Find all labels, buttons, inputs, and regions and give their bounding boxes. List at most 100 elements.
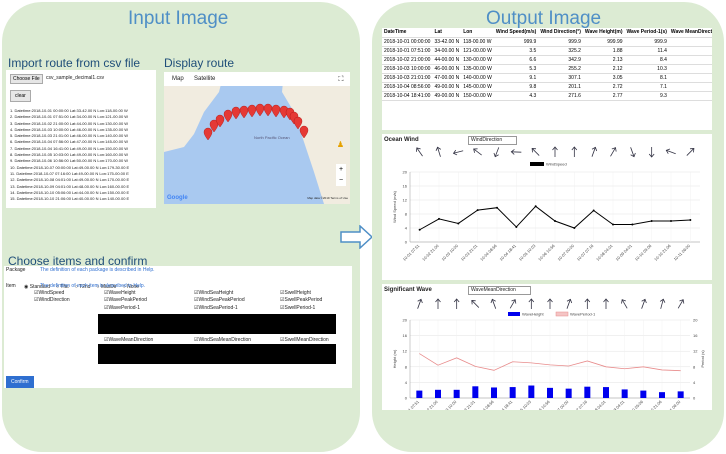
table-header: Wind Direction(°) bbox=[538, 28, 583, 38]
package-radio[interactable]: ◉ Standard bbox=[24, 284, 51, 290]
route-pin-icon[interactable] bbox=[263, 103, 273, 117]
item-checkbox[interactable]: ☑SwellHeight bbox=[280, 290, 311, 296]
x-tick-label: 10-09 04:01 bbox=[614, 243, 633, 262]
legend-label: WavePeriod-1 bbox=[570, 312, 596, 317]
item-label: Item bbox=[6, 283, 16, 289]
package-radio[interactable]: ○ None bbox=[122, 284, 140, 290]
route-row: 10. Datetime:2018-10-07 00:00:00 Lat:49-… bbox=[10, 164, 130, 170]
route-pin-icon[interactable] bbox=[255, 103, 265, 117]
table-header: Lon bbox=[461, 28, 494, 38]
item-checkbox[interactable]: ☑WindDirection bbox=[34, 297, 70, 303]
direction-arrow-icon bbox=[473, 148, 482, 156]
item-checkbox[interactable]: ☑WindSeaMeanDirection bbox=[194, 337, 252, 343]
table-cell: 49-00.00 N bbox=[432, 91, 462, 101]
route-pin-icon[interactable] bbox=[271, 104, 281, 118]
zoom-control[interactable]: + − bbox=[336, 164, 346, 186]
wave-select[interactable]: WaveMeanDirection bbox=[468, 286, 531, 295]
x-tick-label: 10-03 21:01 bbox=[460, 243, 479, 262]
route-map[interactable]: Map Satellite North Pacific Ocean ⛶ + − ♟… bbox=[164, 72, 350, 204]
x-tick-label: 10-10 21:06 bbox=[644, 399, 663, 410]
direction-arrow-icon bbox=[453, 298, 460, 309]
wind-select[interactable]: WindDirection bbox=[468, 136, 518, 145]
table-cell: 130-00.00 W bbox=[461, 55, 494, 65]
route-row: 8. Datetime:2018-10-05 10:03:00 Lat:49-0… bbox=[10, 152, 129, 158]
pegman-icon[interactable]: ♟ bbox=[336, 140, 344, 149]
x-tick-label: 10-10 21:06 bbox=[653, 243, 672, 262]
table-row: 2018-10-01 00:00:00 33-42.00 N 118-00.00 W… bbox=[382, 37, 712, 47]
item-checkbox[interactable]: ☑WaveHeight bbox=[104, 290, 136, 296]
direction-arrow-icon bbox=[677, 299, 685, 309]
item-checkbox[interactable]: ☑WavePeakPeriod bbox=[104, 297, 147, 303]
route-row: 9. Datetime:2018-10-06 10:56:00 Lat:50-0… bbox=[10, 158, 129, 164]
route-pin-icon[interactable] bbox=[215, 114, 225, 128]
legend-swatch bbox=[508, 312, 520, 316]
waveheight-bar bbox=[640, 390, 647, 398]
route-pin-icon[interactable] bbox=[239, 105, 249, 119]
windspeed-point bbox=[631, 223, 634, 226]
item-checkbox[interactable]: ☑WaveMeanDirection bbox=[104, 337, 154, 343]
x-tick-label: 10-11 06:00 bbox=[673, 243, 692, 262]
table-row: 2018-10-03 10:00:00 46-00.00 N 135-00.00 W… bbox=[382, 64, 712, 74]
item-checkbox[interactable]: ☑WindSeaPeriod-1 bbox=[194, 305, 238, 311]
result-table: DateTime Lat Lon Wind Speed(m/s) Wind Direct… bbox=[382, 28, 712, 130]
item-checkbox[interactable]: ☑SwellMeanDirection bbox=[280, 337, 329, 343]
table-row: 2018-10-04 08:56:00 49-00.00 N 145-00.00 W… bbox=[382, 82, 712, 92]
confirm-button[interactable]: Confirm bbox=[6, 376, 34, 388]
route-pin-icon[interactable] bbox=[231, 106, 241, 120]
route-pin-icon[interactable] bbox=[299, 125, 309, 139]
package-note: The definition of each package is descri… bbox=[40, 267, 155, 273]
item-checkbox[interactable]: ☑WindSeaHeight bbox=[194, 290, 234, 296]
table-header: DateTime bbox=[382, 28, 433, 38]
package-radio[interactable]: ○ MaxDir bbox=[96, 284, 117, 290]
table-cell: 2018-10-03 21:01:00 bbox=[382, 73, 433, 83]
direction-arrow-icon bbox=[566, 298, 573, 309]
item-checkbox[interactable]: ☑WavePeriod-1 bbox=[104, 305, 140, 311]
y-axis-label: Height (m) bbox=[392, 349, 397, 368]
table-header: Wind Speed(m/s) bbox=[493, 28, 539, 38]
wind-chart: 0 4 8 12 16 20 10-01 07:51 10-02 21:00 10-03 10:… bbox=[392, 146, 700, 262]
america-land bbox=[282, 72, 350, 204]
direction-arrow-icon bbox=[510, 149, 522, 155]
x-tick-label: 10-07 07:16 bbox=[576, 243, 595, 262]
windspeed-point bbox=[457, 222, 460, 225]
waveheight-bar bbox=[416, 390, 423, 398]
route-row: 14. Datetime:2018-10-10 05:06:00 Lat:44-… bbox=[10, 189, 130, 195]
table-cell: 325.2 bbox=[538, 46, 583, 56]
x-tick-label: 10-10 05:06 bbox=[625, 399, 644, 410]
route-pin-icon[interactable] bbox=[223, 109, 233, 123]
windspeed-point bbox=[554, 220, 556, 222]
route-row: 13. Datetime:2018-10-09 04:01:00 Lat:48-… bbox=[10, 183, 130, 189]
tab-satellite[interactable]: Satellite bbox=[194, 76, 216, 82]
y-tick-label: 4 bbox=[405, 226, 408, 231]
windspeed-point bbox=[438, 217, 440, 220]
clear-button[interactable]: clear bbox=[10, 90, 31, 102]
x-tick-label: 10-04 18:41 bbox=[498, 243, 517, 262]
table-header: Wave Period-1(s) bbox=[624, 28, 669, 38]
direction-arrow-icon bbox=[509, 299, 517, 309]
x-tick-label: 10-04 08:56 bbox=[479, 243, 498, 262]
map-title: Display route bbox=[164, 56, 235, 70]
choose-box: Package The definition of each package i… bbox=[4, 266, 352, 388]
item-checkboxes: ☑WindSpeed ☑WaveHeight ☑WindSeaHeight ☑Swel… bbox=[4, 266, 352, 376]
package-radio[interactable]: ○ Tfst bbox=[56, 284, 69, 290]
fullscreen-icon[interactable]: ⛶ bbox=[336, 76, 346, 86]
route-pin-icon[interactable] bbox=[293, 116, 303, 130]
table-header: Wave Height(m) bbox=[582, 28, 625, 38]
item-checkbox[interactable]: ☑SwellPeriod-1 bbox=[280, 305, 316, 311]
y2-tick-label: 0 bbox=[693, 396, 696, 401]
route-pin-icon[interactable] bbox=[209, 119, 219, 133]
item-checkbox[interactable]: ☑WindSpeed bbox=[34, 290, 65, 296]
tab-map[interactable]: Map bbox=[172, 76, 184, 82]
choose-title: Choose items and confirm bbox=[8, 254, 148, 268]
x-tick-label: 10-04 08:56 bbox=[476, 399, 495, 410]
package-radio[interactable]: ○ T2nd bbox=[74, 284, 91, 290]
direction-arrow-icon bbox=[490, 298, 497, 309]
table-cell: 999.99 bbox=[582, 37, 625, 47]
route-pin-icon[interactable] bbox=[203, 127, 213, 141]
route-row: 2. Datetime:2018-10-01 07:51:00 Lat:34-0… bbox=[10, 114, 129, 120]
choose-file-button[interactable]: Choose File bbox=[10, 74, 43, 84]
route-pin-icon[interactable] bbox=[247, 104, 257, 118]
direction-arrow-icon bbox=[610, 147, 617, 157]
item-checkbox[interactable]: ☑WindSeaPeakPeriod bbox=[194, 297, 245, 303]
item-checkbox[interactable]: ☑SwellPeakPeriod bbox=[280, 297, 323, 303]
